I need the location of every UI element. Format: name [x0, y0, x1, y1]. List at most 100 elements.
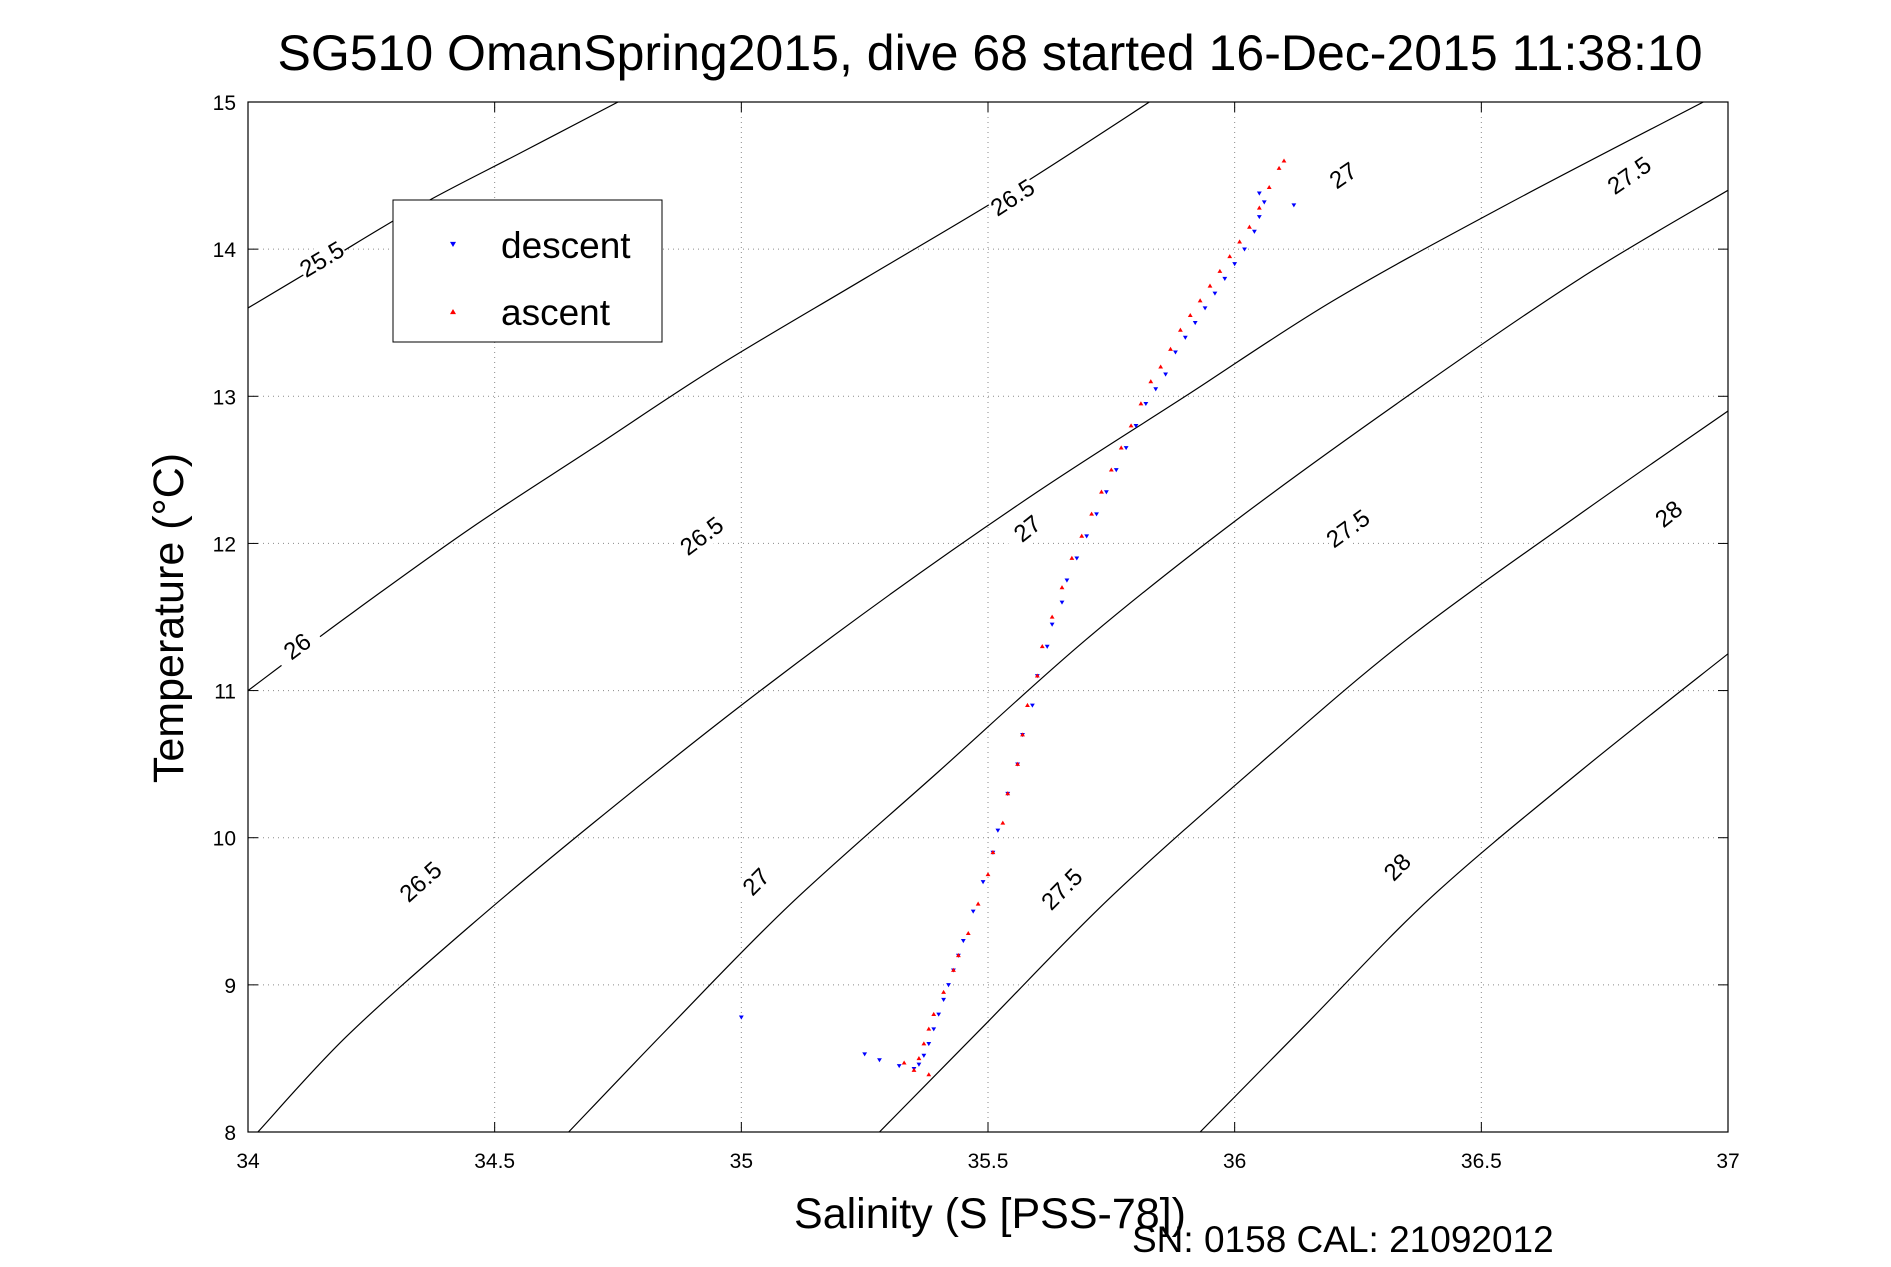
- descent-point: [1212, 291, 1218, 296]
- ascent-point: [1020, 732, 1025, 737]
- descent-point: [995, 828, 1001, 833]
- isopycnal-label: 26.5: [986, 174, 1040, 222]
- ascent-point: [1276, 165, 1282, 170]
- ascent-point: [926, 1072, 932, 1077]
- descent-point: [1074, 556, 1080, 561]
- isopycnal-label: 27.5: [1036, 863, 1088, 915]
- ascent-point: [1118, 445, 1124, 450]
- descent-point: [970, 909, 976, 914]
- ascent-point: [1207, 283, 1213, 288]
- ascent-point: [1069, 555, 1075, 560]
- descent-point: [1044, 644, 1050, 649]
- ascent-point: [1217, 268, 1223, 273]
- ascent-point: [1005, 791, 1011, 796]
- data-points: [738, 158, 1297, 1077]
- isopycnal-label: 26.5: [675, 512, 729, 562]
- descent-point: [1153, 387, 1159, 392]
- ascent-point: [1079, 533, 1085, 538]
- descent-point: [1059, 600, 1065, 605]
- descent-point: [1192, 321, 1198, 326]
- x-tick-label: 36: [1223, 1150, 1246, 1173]
- ascent-point: [901, 1060, 907, 1065]
- ascent-point: [990, 850, 996, 855]
- descent-point: [1182, 335, 1188, 340]
- descent-point: [1256, 215, 1262, 220]
- ascent-point: [1108, 467, 1114, 472]
- isopycnal-label: 27.5: [1603, 152, 1657, 201]
- descent-point: [921, 1053, 927, 1058]
- x-tick-label: 34: [236, 1150, 260, 1173]
- ascent-point: [1000, 820, 1006, 825]
- descent-point: [1173, 350, 1178, 355]
- descent-point: [1143, 401, 1149, 407]
- descent-point: [1163, 372, 1168, 377]
- ascent-point: [1187, 312, 1193, 318]
- ascent-point: [1025, 702, 1030, 707]
- ascent-point: [931, 1011, 937, 1016]
- isopycnal-label-bg: [1641, 488, 1696, 540]
- ascent-point: [911, 1067, 917, 1072]
- ascent-point: [1039, 644, 1045, 649]
- descent-point: [877, 1058, 882, 1063]
- isopycnal-label-bg: [1602, 151, 1657, 200]
- legend: descent ascent: [392, 199, 663, 343]
- descent-point: [1084, 534, 1090, 539]
- isopycnal-label-bg: [270, 621, 325, 672]
- isopycnal-label-bg: [1371, 840, 1424, 894]
- isopycnal-label: 25.5: [295, 236, 349, 283]
- descent-point: [1104, 490, 1109, 495]
- y-tick-label: 8: [224, 1122, 236, 1145]
- ascent-point: [1247, 224, 1252, 229]
- ascent-point: [1158, 364, 1164, 369]
- ascent-point: [1197, 298, 1203, 303]
- x-axis-title: Salinity (S [PSS-78]): [794, 1190, 1186, 1238]
- ascent-point: [1178, 327, 1183, 332]
- ascent-point: [1148, 379, 1154, 384]
- ascent-point: [1266, 184, 1272, 190]
- y-tick-label: 14: [213, 239, 237, 262]
- ascent-point: [1281, 158, 1287, 163]
- descent-point: [1094, 512, 1099, 517]
- y-tick-label: 12: [213, 533, 236, 556]
- ascent-point: [1168, 346, 1173, 351]
- descent-point: [926, 1042, 932, 1047]
- isopycnal-label-bg: [674, 511, 729, 561]
- isopycnal-line-27-5: [879, 410, 1728, 1132]
- descent-point: [1242, 247, 1247, 252]
- isopycnal-label-bg: [294, 235, 350, 283]
- ascent-point: [951, 967, 956, 972]
- y-tick-label: 11: [214, 681, 236, 704]
- descent-point: [936, 1012, 942, 1017]
- descent-point: [738, 1015, 744, 1020]
- descent-point: [1261, 200, 1267, 205]
- isopycnal-label: 26.5: [395, 857, 448, 908]
- descent-point: [916, 1062, 922, 1067]
- grid-lines: [248, 102, 1728, 1132]
- ascent-point: [1138, 401, 1144, 406]
- descent-point: [980, 880, 986, 885]
- isopycnal-line-28: [1199, 653, 1728, 1132]
- descent-point: [1252, 229, 1257, 234]
- y-axis-title: Temperature (°C): [145, 453, 193, 783]
- ascent-point: [1034, 673, 1040, 678]
- descent-point: [946, 983, 951, 988]
- footer-serial-calibration: SN: 0158 CAL: 21092012: [1132, 1219, 1554, 1260]
- descent-point: [1123, 446, 1129, 451]
- descent-point: [896, 1064, 902, 1069]
- isopycnal-label: 27.5: [1322, 504, 1376, 553]
- x-tick-label: 35: [730, 1150, 753, 1173]
- descent-point: [1256, 191, 1262, 196]
- y-tick-label: 15: [213, 92, 236, 115]
- ascent-point: [1099, 489, 1104, 494]
- ascent-point: [1237, 239, 1242, 244]
- ascent-point: [956, 953, 961, 958]
- ascent-point: [985, 872, 991, 877]
- ascent-point: [1128, 423, 1134, 428]
- ascent-point: [941, 989, 946, 994]
- isopycnal-label-bg: [730, 855, 783, 909]
- x-tick-label: 36.5: [1461, 1150, 1502, 1173]
- descent-point: [1202, 306, 1208, 311]
- isopycnal-label-bg: [1321, 504, 1376, 554]
